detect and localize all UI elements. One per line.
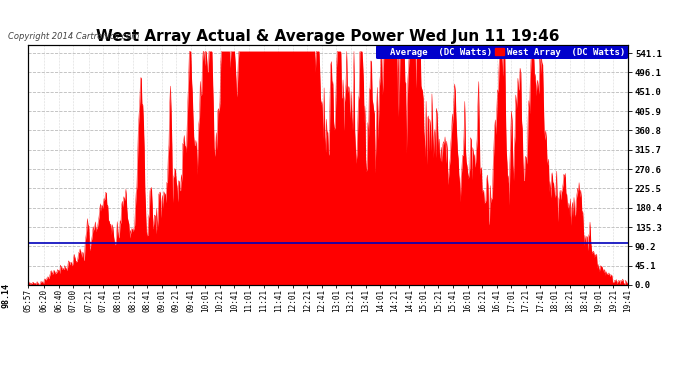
Legend: Average  (DC Watts), West Array  (DC Watts): Average (DC Watts), West Array (DC Watts…: [376, 45, 628, 59]
Title: West Array Actual & Average Power Wed Jun 11 19:46: West Array Actual & Average Power Wed Ju…: [96, 29, 560, 44]
Text: Copyright 2014 Cartronics.com: Copyright 2014 Cartronics.com: [8, 32, 139, 41]
Text: 98.14: 98.14: [1, 282, 10, 308]
